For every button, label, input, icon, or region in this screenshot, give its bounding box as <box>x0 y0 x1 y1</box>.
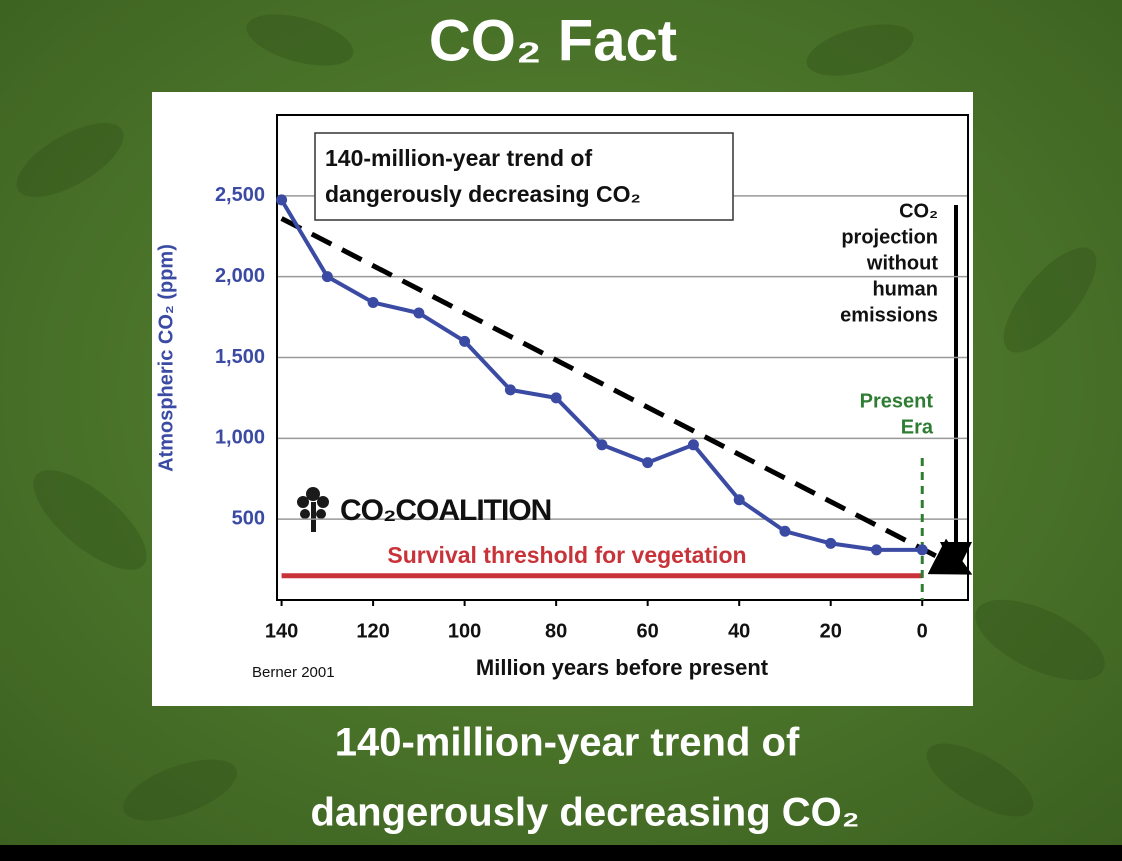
data-point <box>413 307 425 319</box>
caption: dangerously decreasing CO₂ <box>310 791 859 835</box>
data-point <box>321 271 333 283</box>
caption: 140-million-year trend of <box>335 721 800 765</box>
data-point <box>825 537 837 549</box>
data-point <box>779 525 791 537</box>
bottom-bar <box>0 845 1122 861</box>
page-title: CO₂ Fact <box>429 8 677 73</box>
x-tick-label: 40 <box>728 620 750 642</box>
data-point <box>870 544 882 556</box>
y-tick-label: 1,000 <box>215 427 265 449</box>
logo-text: CO₂COALITION <box>340 494 551 527</box>
y-tick-label: 1,500 <box>215 346 265 368</box>
data-point <box>459 335 471 347</box>
x-tick-label: 120 <box>356 620 389 642</box>
x-tick-label: 60 <box>637 620 659 642</box>
x-tick-label: 0 <box>917 620 928 642</box>
data-point <box>916 544 928 556</box>
projection-label: CO₂ <box>899 200 938 222</box>
data-point <box>550 392 562 404</box>
data-point <box>596 439 608 451</box>
y-tick-label: 500 <box>232 507 265 529</box>
x-tick-label: 80 <box>545 620 567 642</box>
source-label: Berner 2001 <box>252 664 335 681</box>
projection-label: without <box>866 252 938 274</box>
x-tick-label: 140 <box>265 620 298 642</box>
y-axis-label: Atmospheric CO₂ (ppm) <box>155 244 177 472</box>
logo-icon <box>297 487 329 532</box>
present-era-label: Era <box>901 416 934 438</box>
trend-line <box>280 216 973 575</box>
projection-label: projection <box>841 226 938 248</box>
y-tick-label: 2,500 <box>215 184 265 206</box>
data-point <box>687 439 699 451</box>
chart-title-box <box>314 132 734 221</box>
data-point <box>642 457 654 469</box>
data-point <box>276 194 288 206</box>
x-tick-label: 20 <box>820 620 842 642</box>
x-axis-label: Million years before present <box>476 655 769 680</box>
data-point <box>733 494 745 506</box>
projection-label: human <box>872 278 938 300</box>
plot-frame <box>276 114 969 601</box>
data-point <box>367 297 379 309</box>
projection-label: emissions <box>840 304 938 326</box>
x-tick-label: 100 <box>448 620 481 642</box>
threshold-label: Survival threshold for vegetation <box>387 542 746 568</box>
present-era-label: Present <box>860 390 934 412</box>
chart-title: dangerously decreasing CO₂ <box>325 181 641 207</box>
y-tick-label: 2,000 <box>215 265 265 287</box>
leaf-texture <box>16 14 1105 821</box>
data-point <box>504 384 516 396</box>
chart-title: 140-million-year trend of <box>325 145 592 171</box>
